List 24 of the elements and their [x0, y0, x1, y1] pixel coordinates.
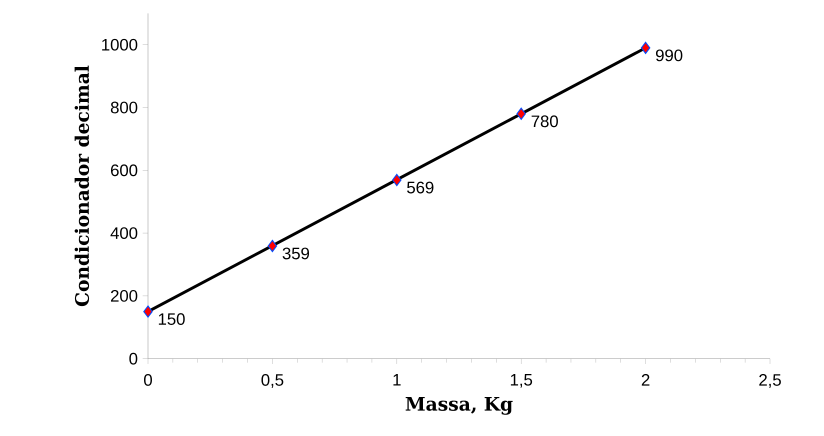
data-label: 569 [407, 182, 434, 194]
x-axis-title: Massa, Kg [406, 396, 513, 415]
x-tick-label: 1,5 [510, 374, 532, 388]
y-axis-title: Condicionador decimal [74, 66, 90, 306]
data-label: 990 [656, 49, 682, 62]
x-tick-label: 2,5 [759, 374, 781, 388]
x-tick-label: 0,5 [261, 374, 284, 388]
x-tick-label: 2 [642, 374, 650, 386]
y-tick-label: 800 [110, 102, 138, 114]
y-tick-label: 0 [129, 352, 138, 365]
data-label: 780 [532, 115, 558, 128]
y-tick-label: 400 [110, 227, 138, 239]
data-label: 359 [282, 248, 310, 260]
point [268, 240, 278, 252]
x-tick-label: 0 [144, 374, 152, 386]
point [392, 174, 402, 186]
point [516, 108, 526, 120]
x-tick-label: 1 [393, 374, 401, 386]
data-label: 150 [158, 313, 185, 325]
point [640, 42, 650, 54]
y-tick-label: 1000 [102, 38, 138, 51]
y-tick-label: 600 [110, 164, 138, 176]
y-tick-label: 200 [110, 290, 138, 302]
point [143, 305, 153, 318]
